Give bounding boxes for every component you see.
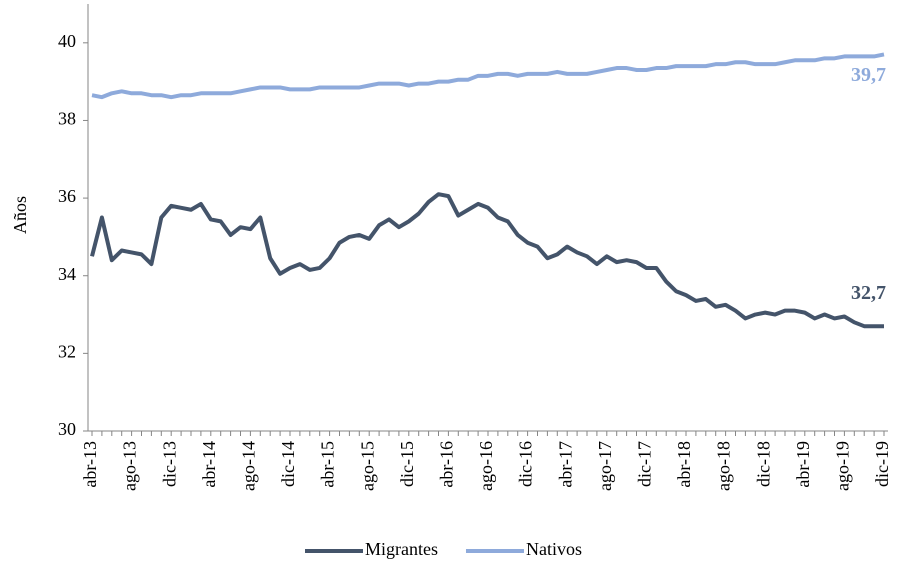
x-tick-label: abr-17	[555, 441, 575, 488]
y-tick-label: 36	[58, 186, 76, 206]
x-tick-label: ago-15	[357, 441, 377, 491]
x-tick-label: dic-14	[278, 441, 298, 487]
y-tick-label: 38	[58, 109, 76, 129]
x-tick-label: ago-16	[476, 441, 496, 491]
x-tick-label: abr-13	[80, 441, 100, 488]
x-tick-label: ago-19	[833, 441, 853, 491]
x-tick-label: abr-18	[674, 441, 694, 488]
x-tick-label: ago-13	[120, 441, 140, 491]
x-tick-label: ago-17	[595, 441, 615, 491]
x-tick-label: dic-15	[397, 441, 417, 487]
y-tick-label: 32	[58, 341, 76, 361]
x-tick-label: ago-14	[239, 441, 259, 491]
legend-label: Migrantes	[365, 539, 438, 559]
data-label: 32,7	[851, 282, 886, 304]
x-tick-label: dic-18	[753, 441, 773, 487]
y-tick-label: 34	[58, 264, 76, 284]
x-tick-label: dic-19	[872, 441, 892, 487]
x-tick-label: dic-17	[635, 441, 655, 487]
y-tick-label: 40	[58, 31, 76, 51]
x-tick-label: abr-14	[199, 441, 219, 488]
x-tick-label: abr-15	[318, 441, 338, 488]
y-axis-label: Años	[10, 196, 30, 234]
series-line	[90, 192, 884, 329]
x-tick-label: abr-19	[793, 441, 813, 488]
series-line	[91, 52, 885, 100]
x-tick-label: ago-18	[714, 441, 734, 491]
x-tick-label: dic-13	[159, 441, 179, 487]
data-label: 39,7	[851, 64, 886, 86]
y-tick-label: 30	[58, 419, 76, 439]
x-tick-label: dic-16	[516, 441, 536, 487]
x-tick-label: abr-16	[437, 441, 457, 488]
legend-label: Nativos	[526, 539, 582, 559]
